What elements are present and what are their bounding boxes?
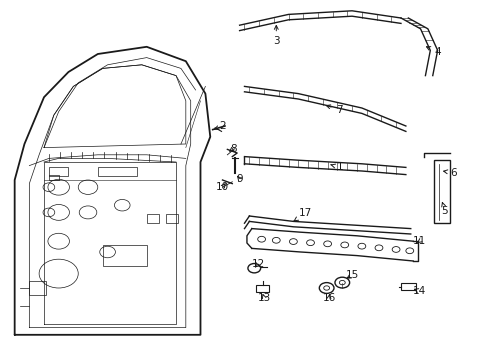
Text: 5: 5	[441, 202, 447, 216]
Text: 15: 15	[345, 270, 358, 280]
Text: 17: 17	[293, 208, 312, 221]
Text: 9: 9	[236, 174, 243, 184]
Text: 12: 12	[251, 258, 264, 269]
Text: 1: 1	[330, 162, 343, 172]
Text: 8: 8	[229, 144, 236, 154]
Bar	[49, 175, 59, 180]
Text: 2: 2	[213, 121, 225, 131]
Text: 14: 14	[411, 286, 425, 296]
Text: 7: 7	[326, 105, 343, 115]
Text: 11: 11	[412, 236, 426, 246]
Bar	[29, 281, 46, 295]
Bar	[146, 214, 159, 223]
Text: 6: 6	[443, 168, 456, 178]
Bar	[98, 167, 137, 176]
Bar	[256, 285, 268, 292]
Bar	[166, 214, 178, 223]
Text: 10: 10	[216, 182, 228, 192]
Text: 4: 4	[426, 47, 440, 57]
Text: 13: 13	[257, 293, 270, 303]
Bar	[400, 283, 415, 290]
Bar	[433, 160, 449, 223]
Text: 16: 16	[322, 293, 335, 303]
Bar	[102, 245, 146, 266]
Bar	[49, 167, 68, 176]
Text: 3: 3	[272, 26, 279, 46]
